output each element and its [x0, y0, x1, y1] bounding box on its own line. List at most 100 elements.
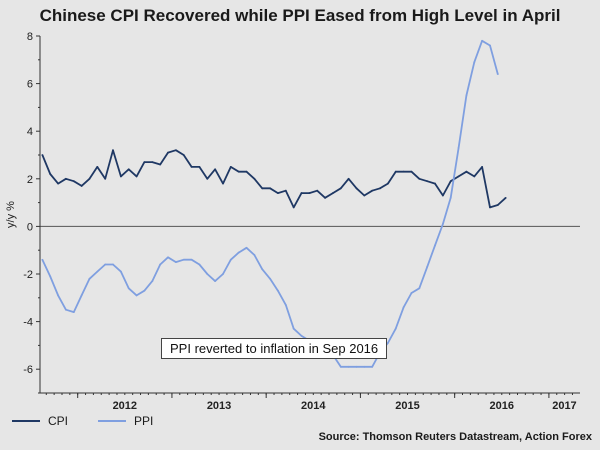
- data-point-ppi: [449, 196, 452, 199]
- data-point-ppi: [347, 365, 350, 368]
- data-point-ppi: [112, 263, 114, 266]
- data-point-cpi: [269, 187, 271, 190]
- data-point-ppi: [174, 261, 177, 263]
- data-point-ppi: [206, 273, 209, 275]
- data-point-cpi: [465, 170, 468, 173]
- data-point-cpi: [449, 180, 452, 183]
- data-point-ppi: [355, 365, 358, 368]
- data-point-ppi: [339, 365, 342, 368]
- data-point-cpi: [300, 192, 303, 194]
- data-point-ppi: [167, 256, 169, 259]
- data-point-cpi: [379, 187, 381, 190]
- data-point-cpi: [308, 192, 311, 194]
- data-point-cpi: [41, 154, 44, 156]
- data-point-ppi: [457, 146, 460, 149]
- source-note: Source: Thomson Reuters Datastream, Acti…: [318, 431, 592, 443]
- data-point-ppi: [104, 263, 107, 266]
- data-point-cpi: [229, 166, 232, 168]
- data-point-ppi: [237, 251, 240, 254]
- data-point-cpi: [426, 180, 429, 183]
- data-point-cpi: [504, 196, 507, 199]
- data-point-ppi: [143, 289, 146, 292]
- data-point-cpi: [65, 177, 67, 180]
- data-point-cpi: [261, 187, 264, 190]
- legend-label-cpi: CPI: [48, 414, 69, 428]
- data-point-cpi: [237, 170, 240, 173]
- data-point-ppi: [363, 365, 366, 368]
- y-tick-label: 4: [27, 126, 33, 138]
- annotation-box: PPI reverted to inflation in Sep 2016: [161, 338, 388, 359]
- data-point-ppi: [190, 258, 193, 261]
- data-point-cpi: [402, 170, 405, 173]
- legend-label-ppi: PPI: [134, 414, 154, 428]
- data-point-cpi: [418, 177, 421, 180]
- x-tick-label: 2012: [113, 400, 137, 412]
- data-point-cpi: [159, 163, 162, 166]
- data-point-ppi: [119, 270, 122, 273]
- data-point-ppi: [284, 304, 287, 306]
- data-point-ppi: [214, 280, 217, 283]
- data-point-cpi: [332, 192, 334, 194]
- data-point-cpi: [496, 204, 499, 206]
- data-point-cpi: [222, 182, 224, 185]
- data-point-cpi: [119, 175, 122, 178]
- data-point-ppi: [489, 44, 491, 47]
- data-point-ppi: [80, 294, 83, 297]
- legend: CPI PPI: [12, 414, 183, 428]
- data-point-ppi: [57, 294, 59, 297]
- data-point-cpi: [190, 166, 193, 168]
- data-point-ppi: [481, 39, 484, 42]
- data-point-ppi: [222, 273, 224, 275]
- legend-swatch-ppi: [98, 420, 127, 422]
- data-point-ppi: [402, 306, 405, 309]
- data-point-ppi: [473, 61, 476, 64]
- y-tick-label: 0: [27, 221, 33, 233]
- data-point-cpi: [151, 161, 154, 164]
- legend-item-cpi: CPI: [12, 414, 68, 428]
- y-tick-label: 2: [27, 174, 33, 186]
- chart-title: Chinese CPI Recovered while PPI Eased fr…: [39, 6, 561, 25]
- data-point-ppi: [269, 277, 271, 280]
- data-point-cpi: [143, 161, 146, 164]
- data-point-cpi: [80, 185, 83, 187]
- data-point-ppi: [72, 311, 75, 313]
- y-tick-label: -6: [23, 364, 33, 376]
- data-point-cpi: [363, 194, 366, 197]
- data-point-cpi: [339, 187, 342, 190]
- data-point-cpi: [441, 194, 444, 197]
- data-point-cpi: [481, 166, 484, 168]
- x-tick-label: 2013: [207, 400, 231, 412]
- data-point-cpi: [292, 206, 295, 209]
- data-point-cpi: [277, 192, 279, 194]
- data-point-ppi: [65, 308, 67, 311]
- data-point-cpi: [316, 189, 319, 192]
- data-point-cpi: [489, 206, 491, 209]
- data-point-ppi: [41, 258, 44, 261]
- data-point-ppi: [386, 342, 389, 344]
- data-point-cpi: [214, 168, 217, 171]
- data-point-ppi: [159, 263, 162, 266]
- data-point-cpi: [57, 182, 59, 185]
- y-tick-label: 6: [27, 79, 33, 91]
- x-tick-label: 2016: [490, 400, 514, 412]
- data-point-ppi: [426, 265, 429, 268]
- data-point-ppi: [127, 287, 130, 290]
- data-point-cpi: [457, 175, 460, 178]
- data-point-cpi: [245, 170, 248, 173]
- data-point-ppi: [198, 263, 201, 266]
- y-tick-label: -2: [23, 269, 33, 281]
- data-point-ppi: [292, 327, 295, 330]
- data-point-cpi: [394, 170, 397, 173]
- data-point-ppi: [394, 327, 397, 330]
- data-point-cpi: [127, 168, 130, 171]
- y-axis-label: y/y %: [5, 201, 17, 228]
- data-point-cpi: [410, 170, 413, 173]
- data-point-cpi: [104, 177, 107, 180]
- data-point-cpi: [88, 177, 91, 180]
- series-line-cpi: [41, 149, 507, 209]
- data-point-ppi: [496, 73, 499, 75]
- data-point-ppi: [434, 244, 436, 247]
- data-point-cpi: [386, 182, 389, 185]
- data-point-ppi: [418, 287, 421, 290]
- data-point-ppi: [465, 94, 468, 97]
